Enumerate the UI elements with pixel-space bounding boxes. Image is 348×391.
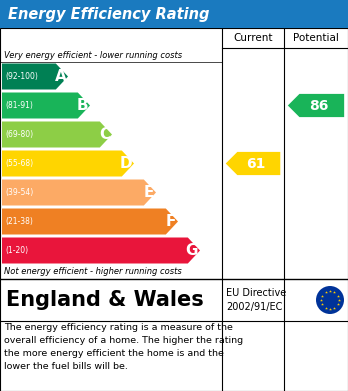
Polygon shape bbox=[2, 179, 156, 206]
Text: Very energy efficient - lower running costs: Very energy efficient - lower running co… bbox=[4, 50, 182, 59]
Text: C: C bbox=[99, 127, 110, 142]
Polygon shape bbox=[2, 63, 68, 90]
Text: 61: 61 bbox=[246, 156, 266, 170]
Text: B: B bbox=[77, 98, 88, 113]
Text: F: F bbox=[166, 214, 176, 229]
Text: (39-54): (39-54) bbox=[5, 188, 33, 197]
Text: Energy Efficiency Rating: Energy Efficiency Rating bbox=[8, 7, 209, 22]
Text: (1-20): (1-20) bbox=[5, 246, 28, 255]
Text: Not energy efficient - higher running costs: Not energy efficient - higher running co… bbox=[4, 267, 182, 276]
Polygon shape bbox=[226, 152, 280, 175]
Polygon shape bbox=[2, 122, 112, 147]
Circle shape bbox=[316, 286, 344, 314]
Text: A: A bbox=[54, 69, 66, 84]
Text: EU Directive
2002/91/EC: EU Directive 2002/91/EC bbox=[226, 288, 286, 312]
Polygon shape bbox=[2, 151, 134, 176]
Text: D: D bbox=[120, 156, 132, 171]
Bar bbox=[0, 0, 348, 28]
Text: (55-68): (55-68) bbox=[5, 159, 33, 168]
Text: (69-80): (69-80) bbox=[5, 130, 33, 139]
Polygon shape bbox=[2, 93, 90, 118]
Text: (81-91): (81-91) bbox=[5, 101, 33, 110]
Text: (92-100): (92-100) bbox=[5, 72, 38, 81]
Text: 86: 86 bbox=[309, 99, 329, 113]
Text: G: G bbox=[186, 243, 198, 258]
Text: E: E bbox=[144, 185, 154, 200]
Polygon shape bbox=[288, 94, 344, 117]
Text: (21-38): (21-38) bbox=[5, 217, 33, 226]
Text: The energy efficiency rating is a measure of the
overall efficiency of a home. T: The energy efficiency rating is a measur… bbox=[4, 323, 243, 371]
Text: England & Wales: England & Wales bbox=[6, 290, 204, 310]
Text: Current: Current bbox=[233, 33, 273, 43]
Polygon shape bbox=[2, 208, 178, 235]
Text: Potential: Potential bbox=[293, 33, 339, 43]
Polygon shape bbox=[2, 237, 200, 264]
